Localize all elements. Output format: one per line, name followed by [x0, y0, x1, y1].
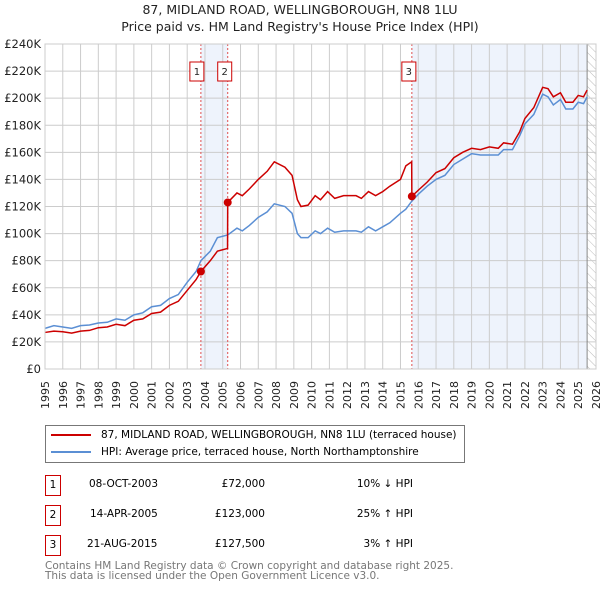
legend-property-swatch: [51, 434, 91, 436]
y-tick-label: £200K: [4, 91, 41, 105]
x-tick-label: 1997: [75, 381, 88, 409]
sale-marker-label: 1: [194, 67, 200, 78]
legend-hpi-swatch: [51, 451, 91, 453]
sale-point: [223, 198, 232, 207]
transaction-date: 21-AUG-2015: [87, 538, 158, 550]
x-tick-label: 2001: [146, 381, 159, 409]
series-line: [44, 86, 588, 334]
y-tick-label: £180K: [4, 118, 41, 132]
transaction-price: £123,000: [214, 508, 265, 520]
x-tick-label: 2014: [377, 381, 390, 409]
legend-property-label: 87, MIDLAND ROAD, WELLINGBOROUGH, NN8 1L…: [101, 429, 457, 441]
y-tick-label: £220K: [4, 64, 41, 78]
transaction-price: £127,500: [214, 538, 265, 550]
plot-border: [44, 43, 597, 370]
x-tick-label: 2019: [466, 381, 479, 409]
sale-marker-label: 2: [222, 67, 228, 78]
y-tick-label: £80K: [12, 254, 42, 268]
transaction-date: 14-APR-2005: [90, 508, 158, 520]
sale-marker-box: [217, 61, 233, 82]
y-tick-label: £20K: [12, 335, 42, 349]
transaction-row: 1 08-OCT-2003 £72,000 10% ↓ HPI: [45, 475, 465, 496]
footer-copyright: Contains HM Land Registry data © Crown c…: [45, 560, 454, 572]
x-tick-label: 2024: [554, 381, 567, 409]
x-tick-label: 2020: [483, 381, 496, 409]
legend: 87, MIDLAND ROAD, WELLINGBOROUGH, NN8 1L…: [45, 425, 465, 463]
x-tick-label: 2013: [359, 381, 372, 409]
y-tick-label: £100K: [4, 227, 41, 241]
x-tick-label: 2017: [430, 381, 443, 409]
x-tick-label: 2011: [323, 381, 336, 409]
x-tick-label: 2003: [181, 381, 194, 409]
x-tick-label: 1998: [92, 381, 105, 409]
x-tick-label: 2015: [394, 381, 407, 409]
sale-point: [407, 192, 416, 201]
x-tick-label: 2025: [572, 381, 585, 409]
transaction-date: 08-OCT-2003: [89, 478, 158, 490]
x-tick-label: 2016: [412, 381, 425, 409]
x-tick-label: 2018: [448, 381, 461, 409]
y-tick-label: £160K: [4, 145, 41, 159]
transaction-row: 3 21-AUG-2015 £127,500 3% ↑ HPI: [45, 535, 465, 556]
transaction-row: 2 14-APR-2005 £123,000 25% ↑ HPI: [45, 505, 465, 526]
y-tick-label: £120K: [4, 200, 41, 214]
x-tick-label: 2006: [235, 381, 248, 409]
marker-badge: 3: [45, 535, 61, 556]
x-tick-label: 2008: [270, 381, 283, 409]
x-tick-label: 2010: [306, 381, 319, 409]
x-tick-label: 2000: [128, 381, 141, 409]
chart-subtitle: Price paid vs. HM Land Registry's House …: [121, 19, 479, 34]
marker-badge: 1: [45, 475, 61, 496]
x-tick-label: 1995: [39, 381, 52, 409]
transaction-hpi: 10% ↓ HPI: [356, 478, 413, 490]
sale-point: [196, 267, 205, 276]
transaction-hpi: 3% ↑ HPI: [363, 538, 413, 550]
y-tick-label: £140K: [4, 172, 41, 186]
x-tick-label: 2026: [590, 381, 600, 409]
x-tick-label: 1999: [110, 381, 123, 409]
y-tick-label: £240K: [4, 37, 41, 51]
transaction-price: £72,000: [221, 478, 265, 490]
series-line: [44, 93, 588, 330]
y-tick-label: £0: [26, 362, 41, 376]
x-tick-label: 2012: [341, 381, 354, 409]
y-tick-label: £60K: [12, 281, 42, 295]
plot-area: 1995 1996 1997 1998 1999 2000 2001 2002 2003 2004…: [4, 37, 600, 409]
x-tick-label: 2002: [163, 381, 176, 409]
x-tick-label: 2004: [199, 381, 212, 409]
x-tick-label: 2005: [217, 381, 230, 409]
x-tick-label: 2023: [537, 381, 550, 409]
legend-hpi-label: HPI: Average price, terraced house, Nort…: [101, 446, 419, 458]
chart-title: 87, MIDLAND ROAD, WELLINGBOROUGH, NN8 1L…: [142, 2, 458, 17]
sale-marker-box: [401, 61, 417, 82]
marker-badge: 2: [45, 505, 61, 526]
x-tick-label: 2007: [252, 381, 265, 409]
x-tick-label: 1996: [57, 381, 70, 409]
sale-marker-label: 3: [406, 67, 412, 78]
footer: Contains HM Land Registry data © Crown c…: [45, 560, 454, 582]
transaction-hpi: 25% ↑ HPI: [356, 508, 413, 520]
x-tick-label: 2021: [501, 381, 514, 409]
x-tick-label: 2022: [519, 381, 532, 409]
sale-marker-box: [189, 61, 205, 82]
y-tick-label: £40K: [12, 308, 42, 322]
footer-licence: This data is licensed under the Open Gov…: [45, 570, 380, 582]
x-tick-label: 2009: [288, 381, 301, 409]
